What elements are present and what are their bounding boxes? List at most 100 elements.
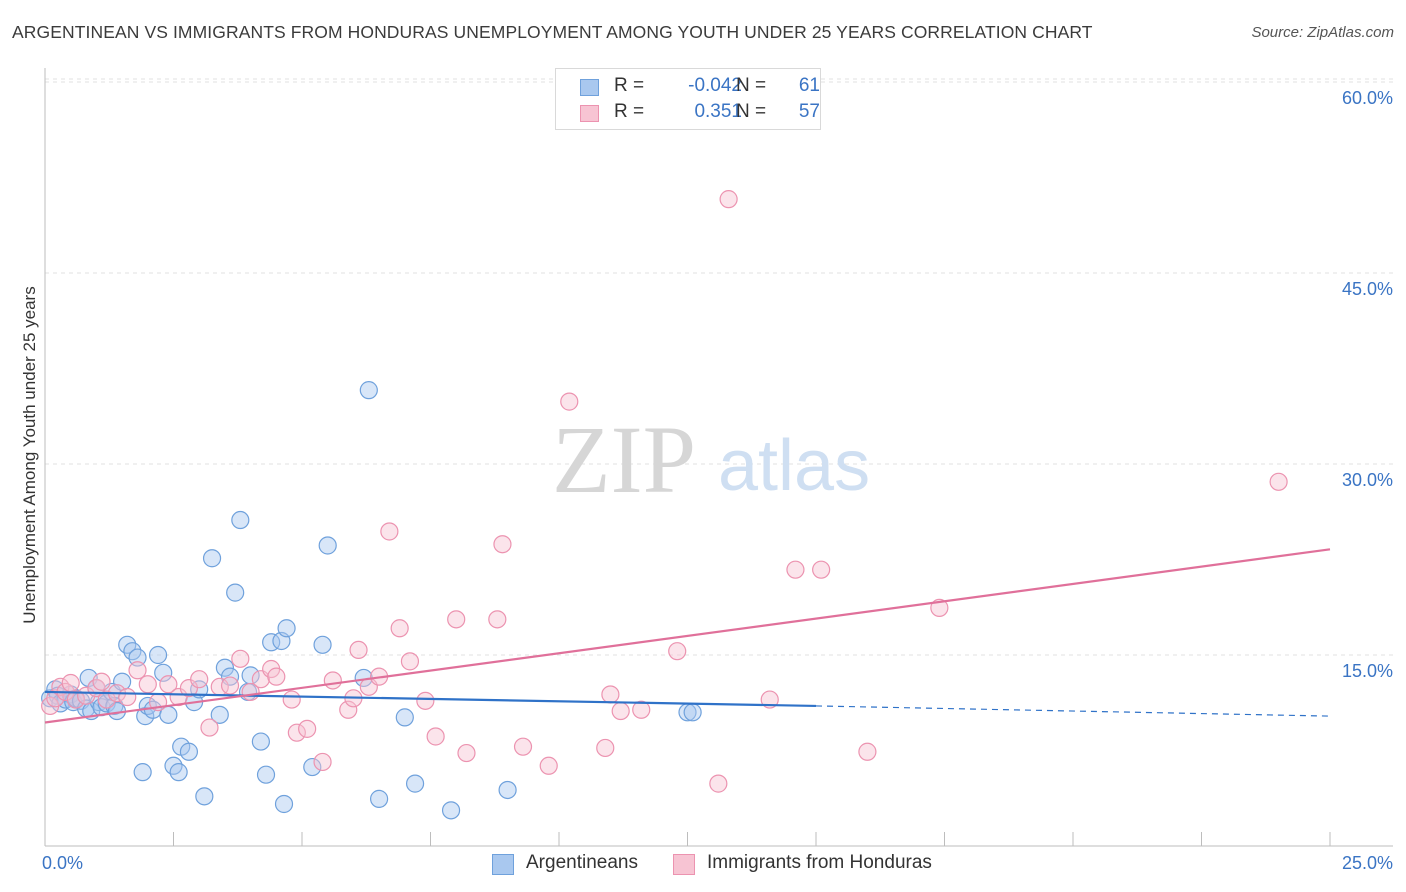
data-point — [416, 691, 435, 710]
data-point — [128, 648, 147, 667]
axes — [44, 68, 1393, 847]
data-point — [493, 535, 512, 554]
data-point — [323, 671, 342, 690]
data-point — [179, 742, 199, 761]
legend-label: Argentineans — [526, 852, 638, 873]
argentineans-legend-swatch — [492, 854, 514, 875]
data-point — [719, 190, 738, 209]
data-point — [195, 787, 214, 806]
data-point — [683, 703, 702, 722]
watermark-atlas-text: atlas — [718, 426, 870, 506]
data-point — [313, 635, 332, 654]
data-point — [457, 743, 476, 763]
data-point — [560, 392, 579, 411]
data-point — [596, 738, 615, 758]
data-point — [200, 718, 219, 737]
data-point — [118, 687, 137, 707]
data-point — [539, 756, 558, 775]
data-point — [390, 619, 409, 638]
data-point — [138, 675, 157, 694]
data-point — [441, 801, 461, 820]
x-tick-min: 0.0% — [42, 853, 84, 873]
data-point — [313, 752, 332, 772]
r-value: -0.042 — [688, 75, 742, 96]
data-point — [202, 549, 222, 568]
data-point — [760, 690, 779, 709]
data-point — [303, 757, 322, 777]
data-point — [210, 705, 229, 724]
data-point — [159, 675, 178, 694]
data-point — [349, 640, 368, 660]
r-value: 0.351 — [694, 101, 742, 122]
y-tick-label: 15.0% — [1342, 661, 1393, 681]
data-point — [97, 690, 116, 709]
data-point — [277, 619, 296, 638]
data-point — [488, 610, 507, 629]
data-point — [447, 610, 466, 629]
data-point — [380, 522, 399, 541]
chart-title: ARGENTINEAN VS IMMIGRANTS FROM HONDURAS … — [12, 22, 1093, 42]
n-label: N = — [736, 101, 767, 122]
data-point — [400, 652, 420, 671]
watermark: ZIP atlas — [552, 406, 870, 513]
data-point — [190, 670, 209, 689]
data-point — [92, 672, 111, 691]
x-tick-max: 25.0% — [1341, 853, 1393, 873]
legend-label: Immigrants from Honduras — [707, 852, 932, 873]
r-label: R = — [614, 75, 645, 96]
data-point — [133, 763, 152, 782]
argentineans-trend-extension — [815, 705, 1331, 717]
y-tick-label: 45.0% — [1342, 279, 1393, 299]
honduras-legend-swatch — [673, 854, 695, 875]
data-point — [267, 667, 286, 686]
data-point — [46, 689, 65, 708]
data-point — [709, 774, 728, 793]
honduras-trend-line — [44, 548, 1331, 724]
data-point — [426, 727, 445, 746]
data-point — [215, 658, 234, 677]
data-point — [339, 700, 358, 719]
source-label: Source: ZipAtlas.com — [1251, 24, 1394, 41]
data-point — [318, 536, 337, 555]
data-point — [1269, 472, 1288, 491]
y-tick-label: 30.0% — [1342, 470, 1393, 490]
data-point — [395, 708, 414, 727]
data-point — [632, 700, 651, 719]
data-point — [513, 737, 533, 756]
data-point — [231, 510, 250, 530]
data-points — [41, 190, 1288, 820]
data-point — [611, 701, 630, 721]
trend-lines — [44, 548, 1331, 724]
data-point — [61, 673, 80, 693]
watermark-zip-text: ZIP — [552, 406, 696, 513]
data-point — [370, 789, 389, 808]
data-point — [256, 765, 276, 784]
argentineans-points — [41, 381, 702, 820]
argentineans-trend-line — [44, 690, 817, 708]
data-point — [226, 583, 245, 602]
y-tick-labels: 15.0% 30.0% 45.0% 60.0% — [1342, 88, 1393, 681]
data-point — [274, 794, 294, 814]
data-point — [220, 676, 240, 695]
data-point — [251, 732, 270, 751]
data-point — [128, 661, 147, 680]
data-point — [668, 642, 687, 661]
data-point — [858, 742, 877, 761]
data-point — [405, 774, 425, 793]
data-point — [231, 649, 250, 668]
data-point — [359, 381, 378, 400]
data-point — [298, 719, 317, 738]
data-point — [154, 663, 173, 682]
honduras-swatch — [580, 105, 599, 122]
stats-legend-box: R = -0.042 N = 61 R = 0.351 N = 57 — [555, 68, 821, 130]
y-tick-label: 60.0% — [1342, 88, 1393, 108]
r-label: R = — [614, 101, 645, 122]
data-point — [601, 685, 620, 704]
n-value: 61 — [798, 75, 820, 96]
data-point — [66, 690, 85, 709]
data-point — [812, 560, 831, 579]
data-point — [498, 780, 517, 800]
data-point — [169, 763, 188, 782]
argentineans-swatch — [580, 79, 599, 96]
